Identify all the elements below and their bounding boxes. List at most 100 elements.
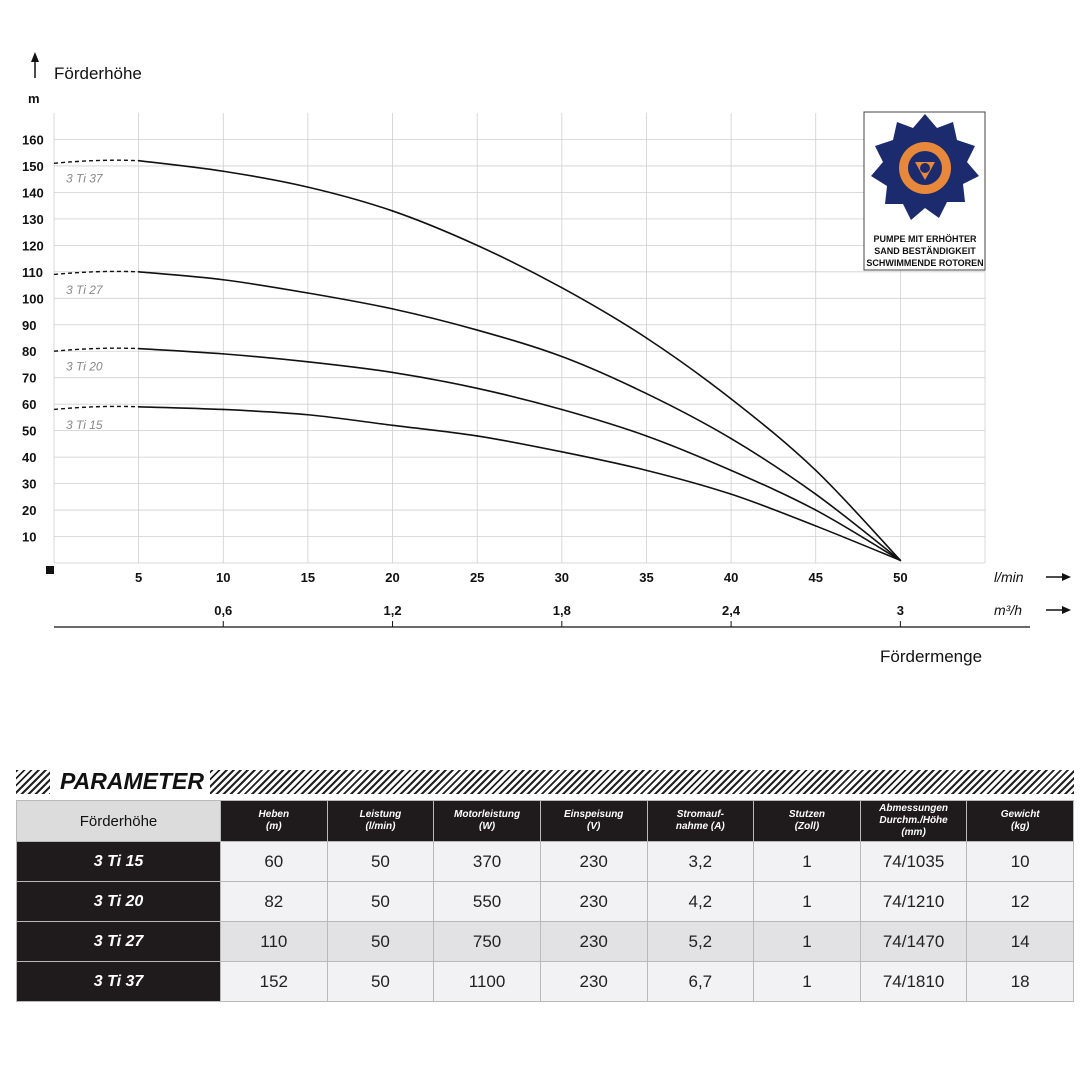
x-tick-label: 20: [385, 570, 399, 585]
table-header-row: Förderhöhe Heben (m) Leistung (l/min) Motorl…: [16, 800, 1074, 842]
series-point: [391, 424, 394, 427]
x-axis-unit-primary: l/min: [994, 569, 1024, 585]
series-point: [137, 159, 140, 162]
table-cell: 5,2: [646, 921, 755, 962]
table-cell: 230: [539, 841, 648, 882]
table-row: 3 Ti 15 60 50 370 230 3,2 1 74/1035 10: [16, 841, 1074, 882]
series-curve: [138, 159, 901, 561]
table-cell: 152: [220, 961, 328, 1002]
table-cell: 230: [539, 881, 648, 922]
table-row: 3 Ti 20 82 50 550 230 4,2 1 74/1210 12: [16, 881, 1074, 922]
series-point: [814, 525, 817, 527]
x-axis-arrow-icon: [1046, 606, 1071, 614]
x-secondary-tick-label: 1,2: [384, 603, 402, 618]
table-cell: 74/1810: [859, 961, 968, 1002]
x-tick-label: 15: [301, 570, 315, 585]
series-point: [222, 353, 225, 355]
x-axis-unit-secondary: m³/h: [994, 602, 1022, 618]
series-point: [476, 435, 478, 437]
table-column-header: Stutzen (Zoll): [753, 800, 861, 842]
table-cell: 6,7: [646, 961, 755, 1002]
table-cell: 750: [433, 921, 541, 962]
y-tick-label: 130: [22, 212, 44, 227]
table-column-header: Leistung (l/min): [326, 800, 435, 842]
table-cell: 74/1210: [859, 881, 968, 922]
header-stripes-left: [16, 770, 50, 794]
series-point: [561, 408, 563, 411]
x-secondary-tick-label: 3: [897, 603, 904, 618]
series-point: [645, 392, 648, 395]
series-point: [561, 451, 563, 453]
series-point: [391, 371, 394, 374]
y-tick-label: 90: [22, 318, 36, 333]
table-cell: 1: [753, 961, 861, 1002]
table-cell: 230: [539, 961, 648, 1002]
x-tick-label: 25: [470, 570, 484, 585]
series-point: [814, 509, 817, 511]
table-cell: 370: [433, 841, 541, 882]
table-row-header: 3 Ti 20: [16, 881, 221, 922]
series-dashed-segment: [53, 159, 139, 164]
y-tick-label: 150: [22, 159, 44, 174]
series-point: [137, 406, 140, 408]
table-cell: 3,2: [646, 841, 755, 882]
table-cell: 1100: [433, 961, 541, 1002]
table-column-header: Heben (m): [220, 800, 328, 842]
x-tick-label: 35: [639, 570, 653, 585]
series-point: [476, 244, 478, 247]
y-tick-label: 60: [22, 397, 36, 412]
x-axis-title: Fördermenge: [880, 647, 982, 666]
y-tick-label: 20: [22, 503, 36, 518]
table-cell: 1: [753, 921, 861, 962]
x-tick-label: 45: [808, 570, 822, 585]
badge-line-1: PUMPE MIT ERHÖHTER: [873, 234, 977, 244]
x-secondary-tick-label: 2,4: [722, 603, 741, 618]
y-tick-label: 40: [22, 450, 36, 465]
x-secondary-tick-label: 0,6: [214, 603, 232, 618]
table-column-header: Gewicht (kg): [966, 800, 1074, 842]
table-cell: 1: [753, 841, 861, 882]
table-cell: 50: [326, 961, 435, 1002]
table-cell: 230: [539, 921, 648, 962]
y-axis-unit: m: [28, 91, 40, 106]
series-label: 3 Ti 15: [66, 418, 103, 432]
series-point: [814, 469, 817, 472]
origin-marker: [46, 566, 54, 574]
y-tick-label: 10: [22, 530, 36, 545]
series-point: [307, 413, 309, 416]
table-column-header: Einspeisung (V): [539, 800, 648, 842]
table-cell: 50: [326, 881, 435, 922]
x-axis-arrow-icon: [1046, 573, 1071, 581]
table-column-header: Abmessungen Durchm./Höhe (mm): [859, 800, 968, 842]
series-point: [137, 271, 140, 273]
table-corner-header: Förderhöhe: [16, 800, 221, 842]
series-label: 3 Ti 27: [66, 283, 104, 297]
badge-line-3: SCHWIMMENDE ROTOREN: [866, 258, 983, 268]
series-curve: [138, 271, 901, 561]
table-row: 3 Ti 37 152 50 1100 230 6,7 1 74/1810 18: [16, 961, 1074, 1002]
y-axis-title: Förderhöhe: [54, 64, 142, 83]
series-point: [730, 437, 732, 440]
table-row-header: 3 Ti 15: [16, 841, 221, 882]
table-row-header: 3 Ti 27: [16, 921, 221, 962]
x-tick-label: 50: [893, 570, 907, 585]
series-point: [645, 337, 648, 339]
series-label: 3 Ti 20: [66, 360, 103, 374]
table-cell: 10: [966, 841, 1074, 882]
table-column-header: Motorleistung (W): [433, 800, 541, 842]
parameter-header: PARAMETER: [16, 768, 1074, 796]
parameter-title: PARAMETER: [54, 768, 210, 795]
series-point: [730, 493, 732, 495]
series-point: [730, 398, 732, 400]
series-point: [307, 292, 309, 294]
x-axis-ticks: 5 10 15 20 25 30 35 40 45 50 0,6 1,2 1,8 2,4 3: [135, 570, 908, 627]
table-row: 3 Ti 27 110 50 750 230 5,2 1 74/1470 14: [16, 921, 1074, 962]
series-curve: [138, 406, 901, 562]
table-row-header: 3 Ti 37: [16, 961, 221, 1002]
series-point: [222, 408, 225, 411]
y-axis-ticks: 10 20 30 40 50 60 70 80 90 100 110 120 130 140 150 160: [22, 132, 44, 544]
table-cell: 550: [433, 881, 541, 922]
impeller-icon: [871, 114, 979, 220]
x-secondary-tick-label: 1,8: [553, 603, 571, 618]
series-label: 3 Ti 37: [66, 172, 104, 186]
